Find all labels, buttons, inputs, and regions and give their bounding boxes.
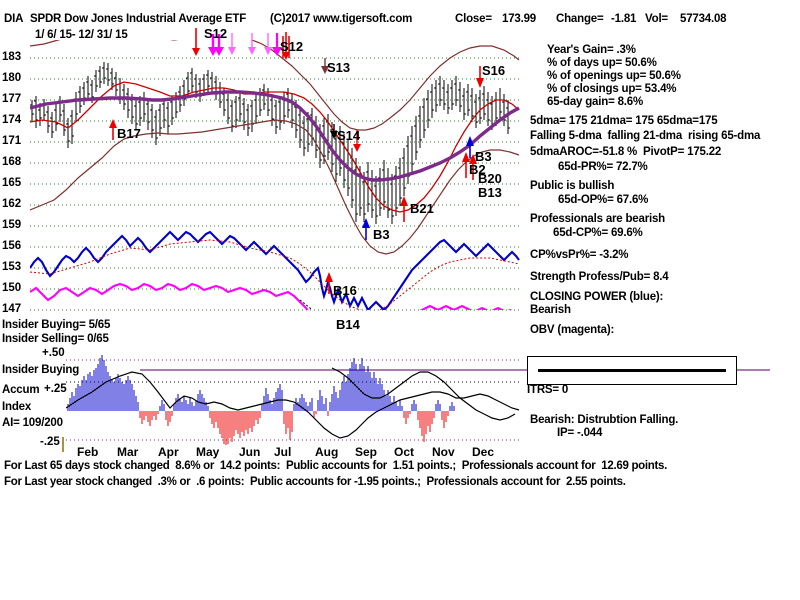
obv-label: OBV (magenta): [530, 324, 615, 336]
close-label: Close= [455, 13, 492, 25]
y-axis-tick-3: 174 [2, 114, 22, 126]
accum-tick-minus25: -.25 [40, 436, 60, 448]
y-axis-tick-0: 183 [2, 51, 22, 63]
y-axis-tick-4: 171 [2, 135, 22, 147]
vol-value: 57734.08 [680, 13, 727, 25]
y-axis-tick-5: 168 [2, 156, 22, 168]
stat-days-up: % of days up= 50.6% [547, 57, 657, 69]
accum-index-smoothing-line [66, 367, 520, 439]
stat-65d-pr: 65d-PR%= 72.7% [558, 161, 648, 173]
closing-power-value: Bearish [530, 304, 571, 316]
x-tick-may: May [196, 445, 220, 459]
annotation-b3-a: B3 [475, 149, 492, 164]
accum-tick-plus50: +.50 [42, 347, 65, 359]
stat-dma-values: 5dma= 175 21dma= 175 65dma=175 [530, 115, 718, 127]
y-axis-tick-2: 177 [2, 93, 22, 105]
annotation-s14: S14 [337, 128, 361, 143]
itrs-legend-box [527, 356, 737, 385]
date-range: 1/ 6/ 15- 12/ 31/ 15 [35, 29, 128, 41]
price-candlesticks [30, 62, 510, 224]
stat-65d-cp: 65d-CP%= 69.6% [553, 227, 643, 239]
x-tick-feb: Feb [77, 445, 99, 459]
stat-cp-vs-pr: CP%vsPr%= -3.2% [530, 249, 629, 261]
annotation-b17: B17 [117, 126, 141, 141]
annotation-b20: B20 [478, 171, 502, 186]
bearish-note: Bearish: Distrubtion Falling. [530, 414, 679, 426]
header-symbol: DIA [4, 13, 24, 25]
annotation-b14: B14 [336, 317, 360, 332]
x-tick-apr: Apr [158, 445, 179, 459]
stat-prof-state: Professionals are bearish [530, 213, 665, 225]
change-label: Change= [556, 13, 604, 25]
stat-aroc-pivot: 5dmaAROC=-51.8 % PivotP= 175.22 [530, 146, 722, 158]
buy-signal-arrows [109, 119, 477, 294]
accum-index-histogram [67, 355, 455, 445]
ip-value: IP= -.044 [557, 427, 603, 439]
ma-65-line [30, 90, 520, 182]
stat-closings-up: % of closings up= 53.4% [547, 83, 677, 95]
closing-power-line [30, 230, 520, 310]
annotation-s13: S13 [327, 60, 351, 75]
accum-ai-value: AI= 109/200 [2, 417, 63, 429]
footer-line-65days: For Last 65 days stock changed 8.6% or 1… [4, 460, 668, 472]
accum-tick-plus25: +.25 [44, 383, 67, 395]
annotation-b16: B16 [333, 283, 357, 298]
accum-title-line2: Accum [2, 384, 40, 396]
y-axis-tick-1: 180 [2, 72, 22, 84]
y-axis-tick-10: 153 [2, 261, 22, 273]
x-tick-sep: Sep [355, 445, 378, 459]
x-tick-jul: Jul [274, 445, 292, 459]
annotation-b3-b: B3 [373, 227, 390, 242]
itrs-value: ITRS= 0 [527, 384, 569, 396]
x-tick-oct: Oct [394, 445, 415, 459]
sell-signal-arrows [192, 28, 484, 152]
y-axis-tick-11: 150 [2, 282, 22, 294]
x-tick-dec: Dec [472, 445, 495, 459]
obv-brown-line [30, 40, 520, 255]
insider-buying-count: Insider Buying= 5/65 [2, 319, 111, 331]
stat-strength: Strength Profess/Pub= 8.4 [530, 271, 669, 283]
x-tick-nov: Nov [432, 445, 455, 459]
change-value: -1.81 [611, 13, 637, 25]
annotation-b21: B21 [410, 201, 434, 216]
accum-title-line1: Insider Buying [2, 364, 80, 376]
annotation-b2: B2 [469, 162, 486, 177]
y-axis-tick-12: 147 [2, 303, 22, 315]
annotation-s16: S16 [482, 63, 506, 78]
vol-label: Vol= [645, 13, 668, 25]
x-tick-mar: Mar [117, 445, 139, 459]
itrs-line-swatch [538, 369, 726, 372]
insider-selling-count: Insider Selling= 0/65 [2, 333, 109, 345]
x-tick-jun: Jun [239, 445, 261, 459]
stat-65day-gain: 65-day gain= 8.6% [547, 96, 643, 108]
ma-21-line [30, 81, 520, 213]
y-axis-tick-7: 162 [2, 198, 22, 210]
annotation-b13: B13 [478, 185, 502, 200]
stat-65d-op: 65d-OP%= 67.6% [558, 194, 649, 206]
y-axis-tick-9: 156 [2, 240, 22, 252]
stat-openings-up: % of openings up= 50.6% [547, 70, 681, 82]
header-name: SPDR Dow Jones Industrial Average ETF [30, 13, 247, 25]
y-axis-tick-6: 165 [2, 177, 22, 189]
accum-title-line3: Index [2, 401, 32, 413]
header-copyright: (C)2017 www.tigersoft.com [270, 13, 413, 25]
obv-magenta-line [30, 282, 513, 310]
footer-line-year: For Last year stock changed .3% or .6 po… [4, 476, 626, 488]
stat-public-state: Public is bullish [530, 180, 615, 192]
close-value: 173.99 [502, 13, 536, 25]
x-tick-aug: Aug [315, 445, 339, 459]
y-axis-tick-8: 159 [2, 219, 22, 231]
stat-years-gain: Year's Gain= .3% [547, 44, 636, 56]
closing-power-label: CLOSING POWER (blue): [530, 291, 664, 303]
stat-dma-trend: Falling 5-dma falling 21-dma rising 65-d… [530, 130, 761, 142]
annotation-s12-a: S12 [204, 26, 228, 41]
annotation-s12-b: S12 [280, 39, 304, 54]
